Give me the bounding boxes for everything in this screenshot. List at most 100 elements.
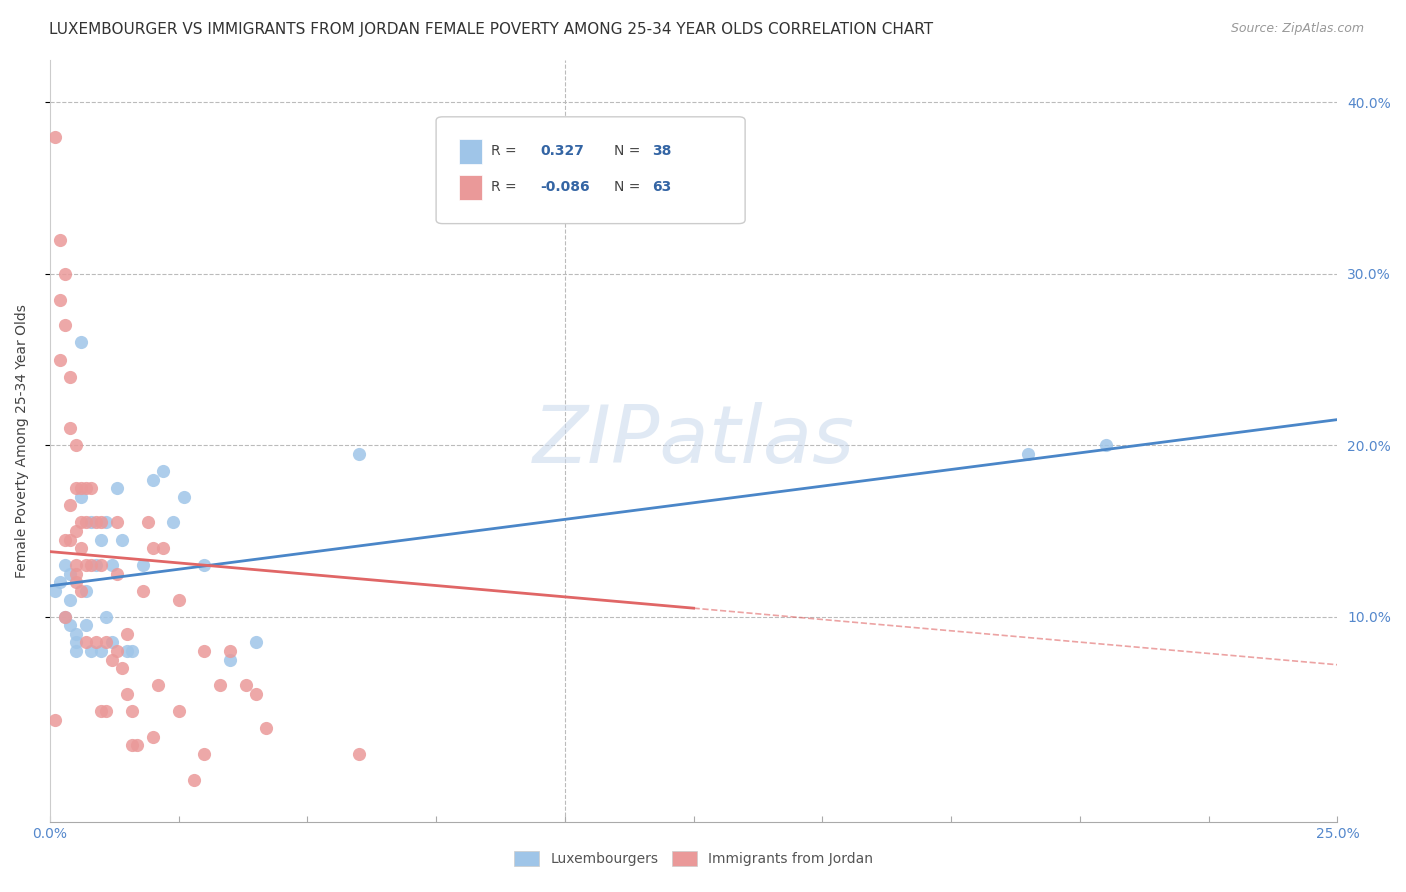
Point — [44, 713, 66, 727]
Text: LUXEMBOURGER VS IMMIGRANTS FROM JORDAN FEMALE POVERTY AMONG 25-34 YEAR OLDS CORR: LUXEMBOURGER VS IMMIGRANTS FROM JORDAN F… — [49, 22, 934, 37]
Point — [347, 747, 370, 761]
Point — [49, 575, 72, 590]
Point — [53, 318, 76, 333]
Point — [90, 558, 112, 573]
Text: -0.086: -0.086 — [540, 180, 591, 194]
Point — [65, 524, 87, 538]
Point — [53, 267, 76, 281]
Point — [80, 644, 103, 658]
Text: R =: R = — [492, 145, 522, 158]
Point — [208, 678, 231, 692]
Point — [100, 558, 122, 573]
Point — [219, 644, 242, 658]
Point — [84, 516, 107, 530]
Point — [90, 516, 112, 530]
Point — [162, 516, 184, 530]
Point — [219, 652, 242, 666]
Point — [121, 644, 143, 658]
Point — [44, 129, 66, 144]
Point — [90, 644, 112, 658]
Point — [65, 558, 87, 573]
Point — [96, 516, 118, 530]
Point — [59, 592, 82, 607]
Point — [1017, 447, 1039, 461]
Point — [121, 704, 143, 718]
Point — [146, 678, 169, 692]
Point — [65, 566, 87, 581]
Point — [65, 438, 87, 452]
Point — [69, 490, 91, 504]
Point — [254, 721, 277, 735]
Point — [111, 661, 134, 675]
Point — [65, 644, 87, 658]
Point — [131, 558, 153, 573]
Point — [245, 687, 267, 701]
Point — [75, 516, 97, 530]
Text: N =: N = — [614, 145, 644, 158]
Point — [100, 652, 122, 666]
Point — [59, 618, 82, 632]
Legend: Luxembourgers, Immigrants from Jordan: Luxembourgers, Immigrants from Jordan — [510, 847, 877, 871]
Point — [53, 609, 76, 624]
Point — [105, 644, 128, 658]
Point — [59, 498, 82, 512]
Point — [152, 541, 174, 556]
Point — [96, 609, 118, 624]
Point — [152, 464, 174, 478]
Point — [105, 566, 128, 581]
Point — [65, 635, 87, 649]
Point — [69, 584, 91, 599]
Point — [245, 635, 267, 649]
Point — [80, 481, 103, 495]
FancyBboxPatch shape — [436, 117, 745, 224]
Point — [142, 541, 165, 556]
Point — [49, 233, 72, 247]
Text: Source: ZipAtlas.com: Source: ZipAtlas.com — [1230, 22, 1364, 36]
Point — [131, 584, 153, 599]
Point — [75, 584, 97, 599]
Y-axis label: Female Poverty Among 25-34 Year Olds: Female Poverty Among 25-34 Year Olds — [15, 304, 30, 578]
Point — [65, 481, 87, 495]
Point — [90, 704, 112, 718]
Point — [96, 635, 118, 649]
Point — [183, 772, 205, 787]
Point — [53, 558, 76, 573]
Text: N =: N = — [614, 180, 644, 194]
Point — [59, 421, 82, 435]
Point — [173, 490, 195, 504]
Point — [193, 558, 215, 573]
Bar — [460, 175, 482, 200]
Point — [49, 293, 72, 307]
Point — [53, 609, 76, 624]
Point — [69, 335, 91, 350]
Point — [75, 481, 97, 495]
Text: R =: R = — [492, 180, 522, 194]
Point — [115, 687, 138, 701]
Point — [65, 575, 87, 590]
Text: 63: 63 — [652, 180, 672, 194]
Text: 38: 38 — [652, 145, 672, 158]
Point — [84, 558, 107, 573]
Point — [100, 635, 122, 649]
Point — [105, 516, 128, 530]
Point — [65, 627, 87, 641]
Point — [115, 644, 138, 658]
Point — [235, 678, 257, 692]
Point — [75, 618, 97, 632]
Point — [75, 635, 97, 649]
Point — [53, 533, 76, 547]
Point — [69, 516, 91, 530]
Point — [127, 739, 149, 753]
Text: ZIPatlas: ZIPatlas — [533, 402, 855, 480]
Point — [96, 704, 118, 718]
Point — [167, 704, 190, 718]
Text: 0.327: 0.327 — [540, 145, 585, 158]
Point — [193, 644, 215, 658]
Point — [44, 584, 66, 599]
Point — [142, 473, 165, 487]
Point — [121, 739, 143, 753]
Point — [69, 541, 91, 556]
Bar — [460, 139, 482, 164]
Point — [59, 566, 82, 581]
Point — [193, 747, 215, 761]
